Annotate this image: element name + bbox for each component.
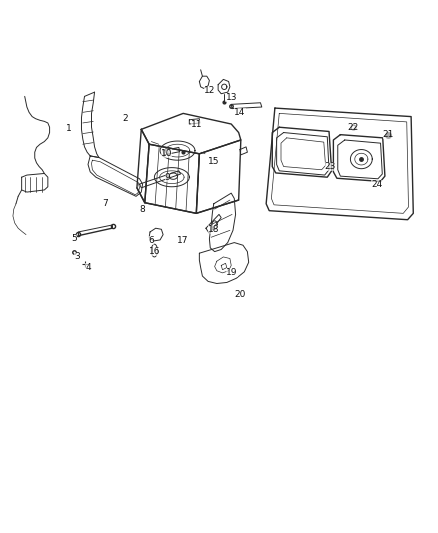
Text: 3: 3	[74, 253, 80, 261]
Text: 10: 10	[161, 149, 173, 158]
Text: 14: 14	[234, 108, 246, 117]
Text: 15: 15	[208, 157, 219, 166]
Text: 21: 21	[383, 130, 394, 139]
Text: 4: 4	[85, 263, 91, 272]
Text: 12: 12	[204, 85, 215, 94]
Text: 22: 22	[348, 123, 359, 132]
Text: 18: 18	[208, 225, 219, 234]
Text: 2: 2	[122, 114, 128, 123]
Text: 17: 17	[177, 237, 189, 246]
Text: 9: 9	[165, 173, 170, 182]
Text: 13: 13	[226, 93, 237, 102]
Text: 16: 16	[148, 247, 160, 256]
Text: 19: 19	[226, 269, 238, 277]
Text: 24: 24	[371, 180, 383, 189]
Text: 23: 23	[325, 162, 336, 171]
Text: 20: 20	[234, 289, 246, 298]
Text: 7: 7	[102, 199, 107, 208]
Text: 8: 8	[140, 205, 145, 214]
Text: 1: 1	[66, 124, 71, 133]
Text: 5: 5	[71, 234, 77, 243]
Text: 11: 11	[191, 119, 202, 128]
Text: 6: 6	[148, 237, 154, 246]
